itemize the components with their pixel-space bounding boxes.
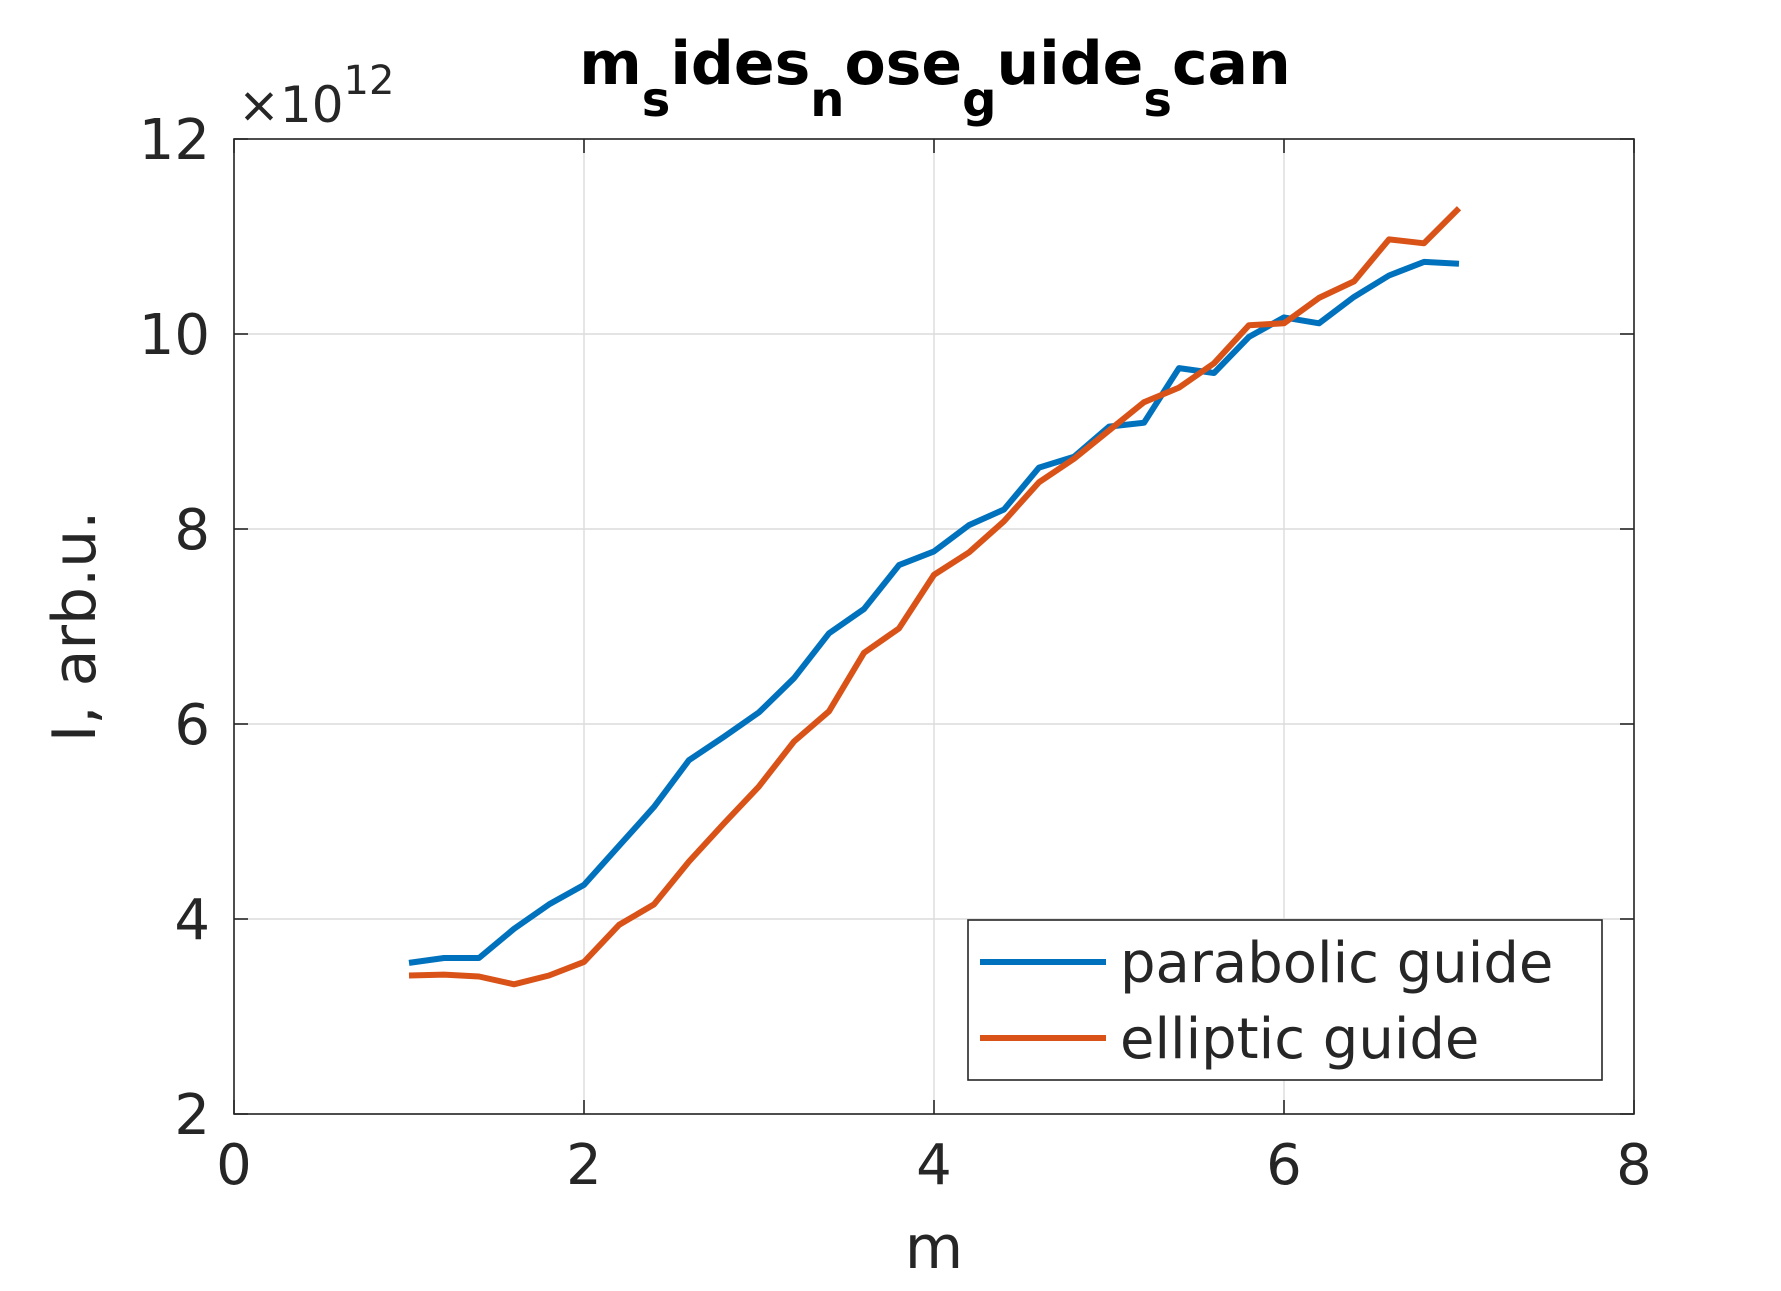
legend-label: elliptic guide xyxy=(1120,1007,1479,1072)
title-segment: ose xyxy=(844,29,962,99)
series-line-parabolic-guide xyxy=(408,258,1460,966)
x-tick-label: 6 xyxy=(1266,1133,1302,1198)
title-segment: ides xyxy=(670,29,810,99)
legend-label: parabolic guide xyxy=(1120,931,1553,996)
y-tick-label: 12 xyxy=(139,108,210,173)
title-segment: can xyxy=(1172,29,1291,99)
series-line-elliptic-guide xyxy=(408,206,1462,988)
title-segment: m xyxy=(579,29,642,99)
chart-title: msidesnoseguidescan xyxy=(579,29,1291,128)
x-tick-label: 4 xyxy=(916,1133,952,1198)
series-lines xyxy=(408,206,1462,988)
x-axis-label: m xyxy=(905,1213,963,1283)
ticks xyxy=(233,138,1635,1115)
y-exponent-base: ×10 xyxy=(238,76,344,134)
y-exponent-power: 12 xyxy=(344,58,395,104)
y-tick-label: 4 xyxy=(174,888,210,953)
y-tick-label: 8 xyxy=(174,498,210,563)
y-axis-label: I, arb.u. xyxy=(40,511,110,743)
x-tick-label: 0 xyxy=(216,1133,252,1198)
y-exponent-label: ×1012 xyxy=(238,58,394,134)
legend-box xyxy=(967,919,1603,1081)
title-subscript: n xyxy=(810,72,844,128)
x-tick-label: 2 xyxy=(566,1133,602,1198)
title-segment: uide xyxy=(996,29,1143,99)
y-tick-label: 10 xyxy=(139,303,210,368)
y-tick-label: 6 xyxy=(174,693,210,758)
title-subscript: s xyxy=(642,72,671,128)
title-subscript: g xyxy=(962,72,996,128)
legend: parabolic guide elliptic guide xyxy=(967,919,1603,1081)
title-subscript: s xyxy=(1143,72,1172,128)
x-tick-label: 8 xyxy=(1616,1133,1652,1198)
y-tick-label: 2 xyxy=(174,1083,210,1148)
